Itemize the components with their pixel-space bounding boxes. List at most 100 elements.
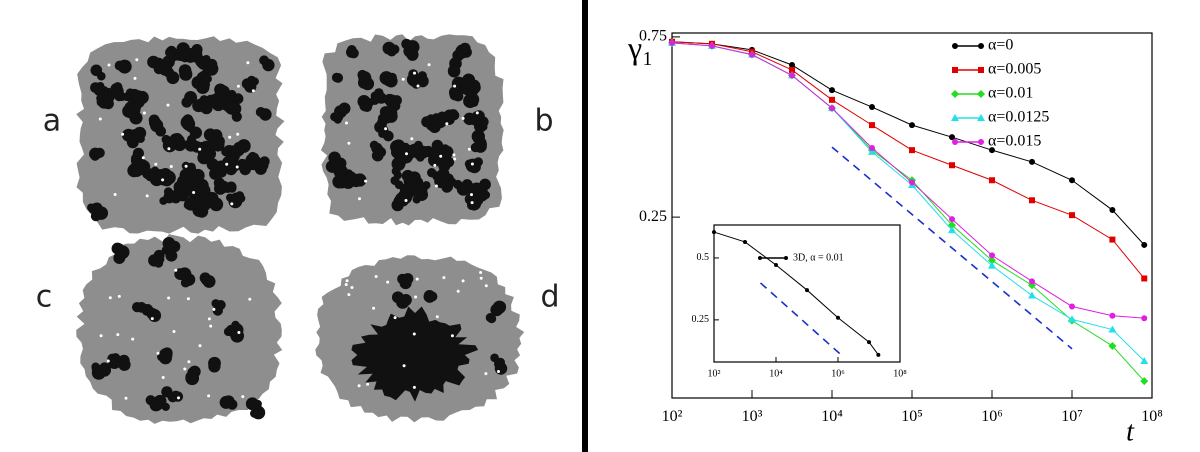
data-point <box>749 51 755 58</box>
data-point <box>909 122 915 129</box>
vacancy <box>470 201 474 205</box>
dark-site <box>481 190 491 200</box>
data-point <box>788 72 795 79</box>
vacancy <box>384 127 388 131</box>
dark-site <box>127 88 142 103</box>
legend-marker <box>977 90 985 98</box>
data-point <box>1141 241 1148 248</box>
legend-marker <box>951 90 959 98</box>
dark-site <box>237 139 251 153</box>
data-point <box>829 96 835 103</box>
x-tick-label: 10⁶ <box>981 408 1003 425</box>
data-point <box>869 122 876 129</box>
dark-site <box>211 161 220 171</box>
dark-site <box>231 320 240 330</box>
vacancy <box>228 135 232 139</box>
vacancy <box>161 178 165 182</box>
vacancy <box>192 191 196 194</box>
vacancy <box>484 372 488 376</box>
vacancy <box>439 154 443 158</box>
x-tick-label: 10⁵ <box>901 408 923 425</box>
vacancy <box>124 396 128 400</box>
dark-site <box>397 145 407 154</box>
x-tick-label: 10⁴ <box>769 368 783 379</box>
dark-site <box>228 102 241 115</box>
vacancy <box>415 277 419 281</box>
vacancy <box>366 382 370 386</box>
reference-line <box>759 282 842 356</box>
vacancy <box>461 279 465 283</box>
dark-site <box>262 58 275 72</box>
dark-site <box>377 124 386 134</box>
data-point <box>829 87 835 94</box>
dark-site <box>402 352 411 361</box>
vacancy <box>453 84 457 88</box>
vacancy <box>497 370 500 373</box>
panel-label: d <box>540 280 559 315</box>
vacancy <box>117 294 121 298</box>
dark-site <box>402 273 414 285</box>
legend-marker <box>978 67 984 73</box>
x-tick-label: 10² <box>662 408 683 425</box>
dark-site <box>159 351 172 365</box>
data-point <box>1029 278 1035 285</box>
legend-marker <box>952 139 958 145</box>
vacancy <box>246 61 250 65</box>
cluster-images <box>76 34 525 424</box>
dark-site <box>399 293 412 306</box>
legend-label: α=0.005 <box>988 61 1041 78</box>
dark-site <box>452 90 464 102</box>
data-point <box>805 288 809 293</box>
vacancy <box>404 199 408 202</box>
dark-site <box>487 314 497 324</box>
vacancy <box>402 364 406 368</box>
y-tick-label: 0.25 <box>692 314 710 325</box>
data-point <box>909 179 915 186</box>
vacancy <box>433 163 437 167</box>
vacancy <box>345 121 348 125</box>
dark-site <box>200 102 213 115</box>
dark-site <box>189 126 203 139</box>
vacancy <box>121 132 125 136</box>
dark-site <box>179 67 193 81</box>
dark-site <box>134 157 146 170</box>
dark-site <box>259 108 272 121</box>
data-point <box>1109 312 1116 319</box>
y-axis-label: γ₁ <box>627 29 653 65</box>
dark-site <box>208 360 221 373</box>
dark-site <box>160 173 174 187</box>
vacancy <box>467 147 471 151</box>
panel-label: c <box>36 280 53 315</box>
dark-site <box>357 69 368 80</box>
legend-label: α=0.015 <box>988 133 1041 150</box>
vacancy <box>161 376 165 379</box>
vacancy <box>237 331 241 334</box>
vacancy <box>347 293 351 297</box>
data-point <box>988 261 996 269</box>
x-tick-label: 10⁷ <box>1061 408 1083 425</box>
dark-site <box>107 353 118 364</box>
dark-site <box>328 151 341 165</box>
legend-label: α=0 <box>988 37 1013 54</box>
vacancy <box>225 162 229 166</box>
data-point <box>708 42 715 49</box>
dark-site <box>183 200 192 210</box>
dark-site <box>93 84 105 96</box>
vacancy <box>183 367 187 371</box>
vacancy <box>156 351 160 355</box>
vacancy <box>172 330 176 333</box>
dark-site <box>185 371 200 386</box>
legend-marker <box>978 43 984 49</box>
dark-site <box>416 153 425 162</box>
data-point <box>949 162 955 169</box>
dark-site <box>490 353 499 363</box>
vacancy <box>167 296 171 300</box>
x-tick-label: 10⁸ <box>1141 408 1163 425</box>
vacancy <box>236 132 240 136</box>
vacancy <box>445 122 449 126</box>
dark-site <box>175 268 187 280</box>
data-point <box>829 105 835 112</box>
x-axis-label: t <box>1126 416 1135 447</box>
dark-site <box>382 41 396 55</box>
dark-site <box>479 180 489 189</box>
